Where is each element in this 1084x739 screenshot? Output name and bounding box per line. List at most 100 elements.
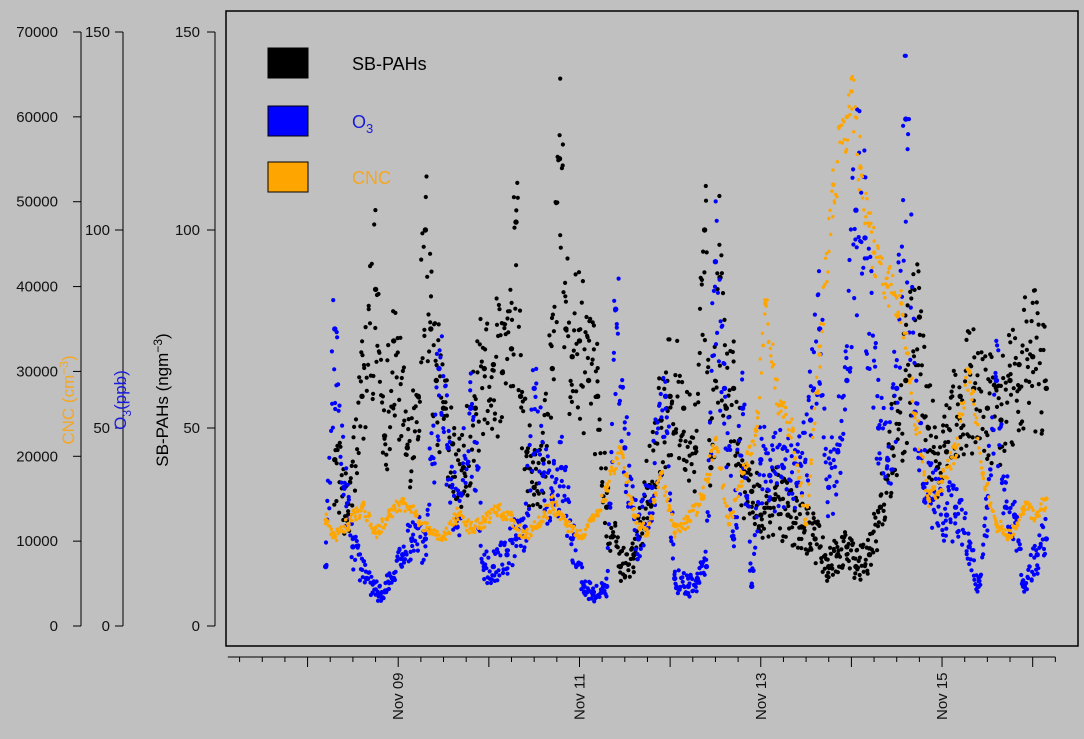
scatter-point xyxy=(848,548,854,553)
data-point xyxy=(681,405,687,411)
data-point xyxy=(871,250,877,255)
scatter-point xyxy=(462,489,467,494)
data-point xyxy=(509,517,514,523)
scatter-point xyxy=(805,503,810,508)
scatter-point xyxy=(795,463,800,467)
scatter-point xyxy=(656,478,661,483)
data-point xyxy=(701,227,708,233)
scatter-point xyxy=(753,506,759,511)
scatter-point xyxy=(699,277,705,282)
scatter-point xyxy=(332,367,337,372)
data-point xyxy=(889,445,895,451)
scatter-point xyxy=(365,519,369,523)
scatter-point xyxy=(986,453,991,458)
scatter-point xyxy=(546,412,551,417)
scatter-point xyxy=(485,408,490,414)
scatter-point xyxy=(621,545,626,551)
scatter-point xyxy=(678,438,683,443)
scatter-point xyxy=(520,535,524,540)
scatter-point xyxy=(976,422,980,427)
scatter-point xyxy=(618,578,624,584)
scatter-point xyxy=(880,522,885,527)
scatter-point xyxy=(740,484,744,488)
scatter-point xyxy=(450,482,455,487)
data-point xyxy=(454,513,460,518)
scatter-point xyxy=(986,443,992,448)
scatter-point xyxy=(349,512,354,517)
scatter-point xyxy=(336,382,341,387)
scatter-point xyxy=(352,511,357,515)
scatter-point xyxy=(902,336,906,340)
scatter-point xyxy=(460,432,465,438)
scatter-point xyxy=(448,500,453,505)
scatter-point xyxy=(550,489,555,494)
scatter-point xyxy=(526,513,531,518)
scatter-point xyxy=(422,333,427,338)
scatter-point xyxy=(830,511,836,516)
scatter-point xyxy=(752,551,757,557)
scatter-point xyxy=(656,485,660,489)
scatter-point xyxy=(1038,347,1043,353)
scatter-point xyxy=(889,406,894,411)
scatter-point xyxy=(840,563,846,568)
scatter-point xyxy=(645,527,649,531)
scatter-point xyxy=(558,245,563,250)
data-point xyxy=(617,563,623,570)
scatter-point xyxy=(823,446,828,451)
scatter-point xyxy=(385,467,390,472)
data-point xyxy=(1002,504,1009,510)
data-point xyxy=(721,385,728,392)
scatter-point xyxy=(437,348,442,353)
scatter-point xyxy=(521,516,526,521)
scatter-point xyxy=(471,458,476,463)
scatter-point xyxy=(907,373,912,378)
scatter-point xyxy=(338,454,343,459)
scatter-point xyxy=(766,322,770,326)
scatter-point xyxy=(860,196,865,200)
scatter-point xyxy=(611,357,616,362)
data-point xyxy=(1016,361,1022,368)
scatter-point xyxy=(791,496,796,501)
scatter-point xyxy=(735,447,740,452)
scatter-point xyxy=(327,506,332,511)
scatter-point xyxy=(654,430,659,436)
scatter-point xyxy=(573,272,578,277)
scatter-point xyxy=(708,410,713,415)
scatter-point xyxy=(787,433,791,438)
scatter-point xyxy=(356,450,361,456)
scatter-point xyxy=(840,141,844,145)
scatter-point xyxy=(798,455,803,460)
scatter-point xyxy=(1034,335,1039,340)
scatter-point xyxy=(867,331,872,336)
scatter-point xyxy=(635,557,640,562)
scatter-point xyxy=(363,562,368,568)
scatter-point xyxy=(453,452,459,457)
scatter-point xyxy=(957,412,962,416)
scatter-point xyxy=(360,339,365,344)
scatter-point xyxy=(673,373,678,378)
scatter-point xyxy=(728,439,734,444)
scatter-point xyxy=(361,500,366,504)
scatter-point xyxy=(820,535,826,540)
scatter-point xyxy=(565,533,570,539)
scatter-point xyxy=(953,514,958,519)
scatter-point xyxy=(949,467,953,471)
scatter-point xyxy=(749,451,754,456)
scatter-point xyxy=(344,501,350,506)
scatter-point xyxy=(839,418,844,424)
scatter-point xyxy=(356,508,361,513)
scatter-point xyxy=(863,175,868,180)
scatter-point xyxy=(463,456,468,461)
scatter-point xyxy=(856,178,861,182)
scatter-point xyxy=(675,591,681,596)
data-point xyxy=(540,472,546,479)
scatter-point xyxy=(484,549,489,554)
scatter-point xyxy=(883,296,887,300)
scatter-point xyxy=(437,533,441,537)
scatter-point xyxy=(946,458,950,463)
scatter-point xyxy=(896,313,901,317)
scatter-point xyxy=(771,447,776,452)
scatter-point xyxy=(830,572,836,577)
scatter-point xyxy=(705,472,709,477)
scatter-point xyxy=(887,420,893,425)
